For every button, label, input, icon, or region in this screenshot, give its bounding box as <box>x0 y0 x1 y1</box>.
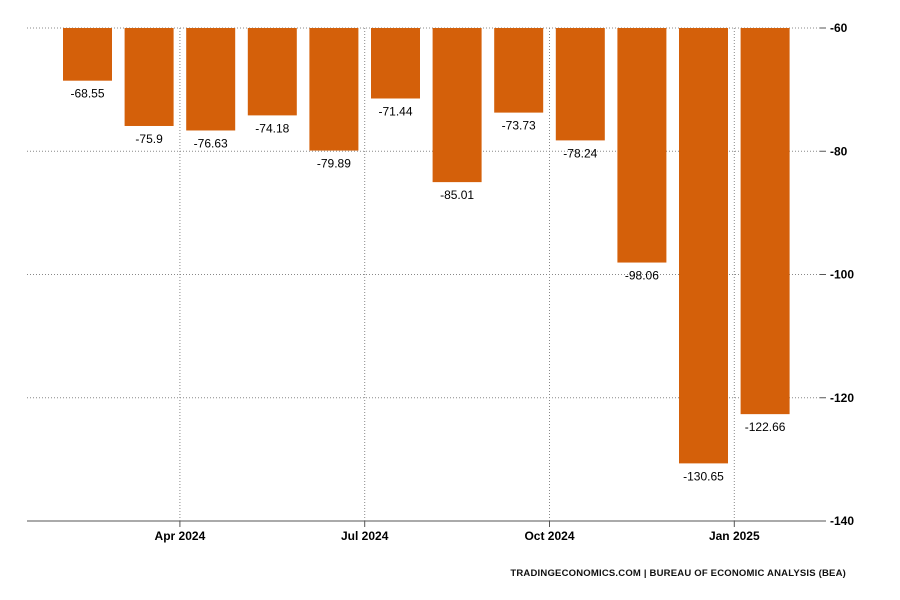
bar <box>617 28 667 263</box>
bar-value-label: -79.89 <box>317 157 351 171</box>
y-axis: -60 -80 -100 -120 -140 <box>820 21 854 528</box>
bar-value-labels: -68.55 -75.9 -76.63 -74.18 -79.89 -71.44 -85.0… <box>70 87 785 484</box>
bar-value-label: -98.06 <box>625 269 659 283</box>
bar <box>432 28 482 183</box>
bar <box>247 28 297 116</box>
x-axis: Apr 2024 Jul 2024 Oct 2024 Jan 2025 <box>155 521 760 543</box>
bar-value-label: -68.55 <box>70 87 104 101</box>
source-credit: TRADINGECONOMICS.COM | BUREAU OF ECONOMI… <box>510 568 846 579</box>
bar <box>740 28 790 415</box>
bar-value-label: -85.01 <box>440 188 474 202</box>
bar <box>371 28 420 99</box>
bar-value-label: -73.73 <box>502 119 536 133</box>
bar-value-label: -74.18 <box>255 121 289 135</box>
bar-value-label: -78.24 <box>563 146 597 160</box>
bar-value-label: -130.65 <box>683 469 724 483</box>
y-tick-label: -100 <box>830 268 854 282</box>
y-tick-label: -60 <box>830 21 848 35</box>
x-tick-label: Apr 2024 <box>155 529 206 543</box>
bar <box>186 28 236 131</box>
x-tick-label: Jul 2024 <box>341 529 389 543</box>
bar <box>63 28 112 81</box>
bar-value-label: -75.9 <box>135 132 163 146</box>
bar <box>555 28 605 141</box>
bar <box>124 28 174 126</box>
bars <box>63 28 790 464</box>
bar <box>494 28 544 113</box>
y-tick-label: -80 <box>830 144 848 158</box>
bar-value-label: -71.44 <box>378 104 412 118</box>
x-tick-label: Oct 2024 <box>524 529 574 543</box>
grid-lines <box>27 27 820 522</box>
y-tick-label: -140 <box>830 514 854 528</box>
bar-value-label: -76.63 <box>194 136 228 150</box>
bar <box>679 28 728 464</box>
bar-value-label: -122.66 <box>745 420 786 434</box>
x-tick-label: Jan 2025 <box>709 529 760 543</box>
y-tick-label: -120 <box>830 391 854 405</box>
bar <box>309 28 359 151</box>
